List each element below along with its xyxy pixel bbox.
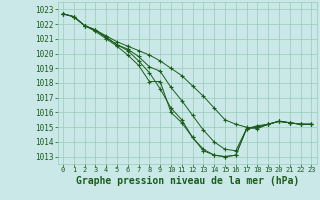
X-axis label: Graphe pression niveau de la mer (hPa): Graphe pression niveau de la mer (hPa) [76,176,299,186]
